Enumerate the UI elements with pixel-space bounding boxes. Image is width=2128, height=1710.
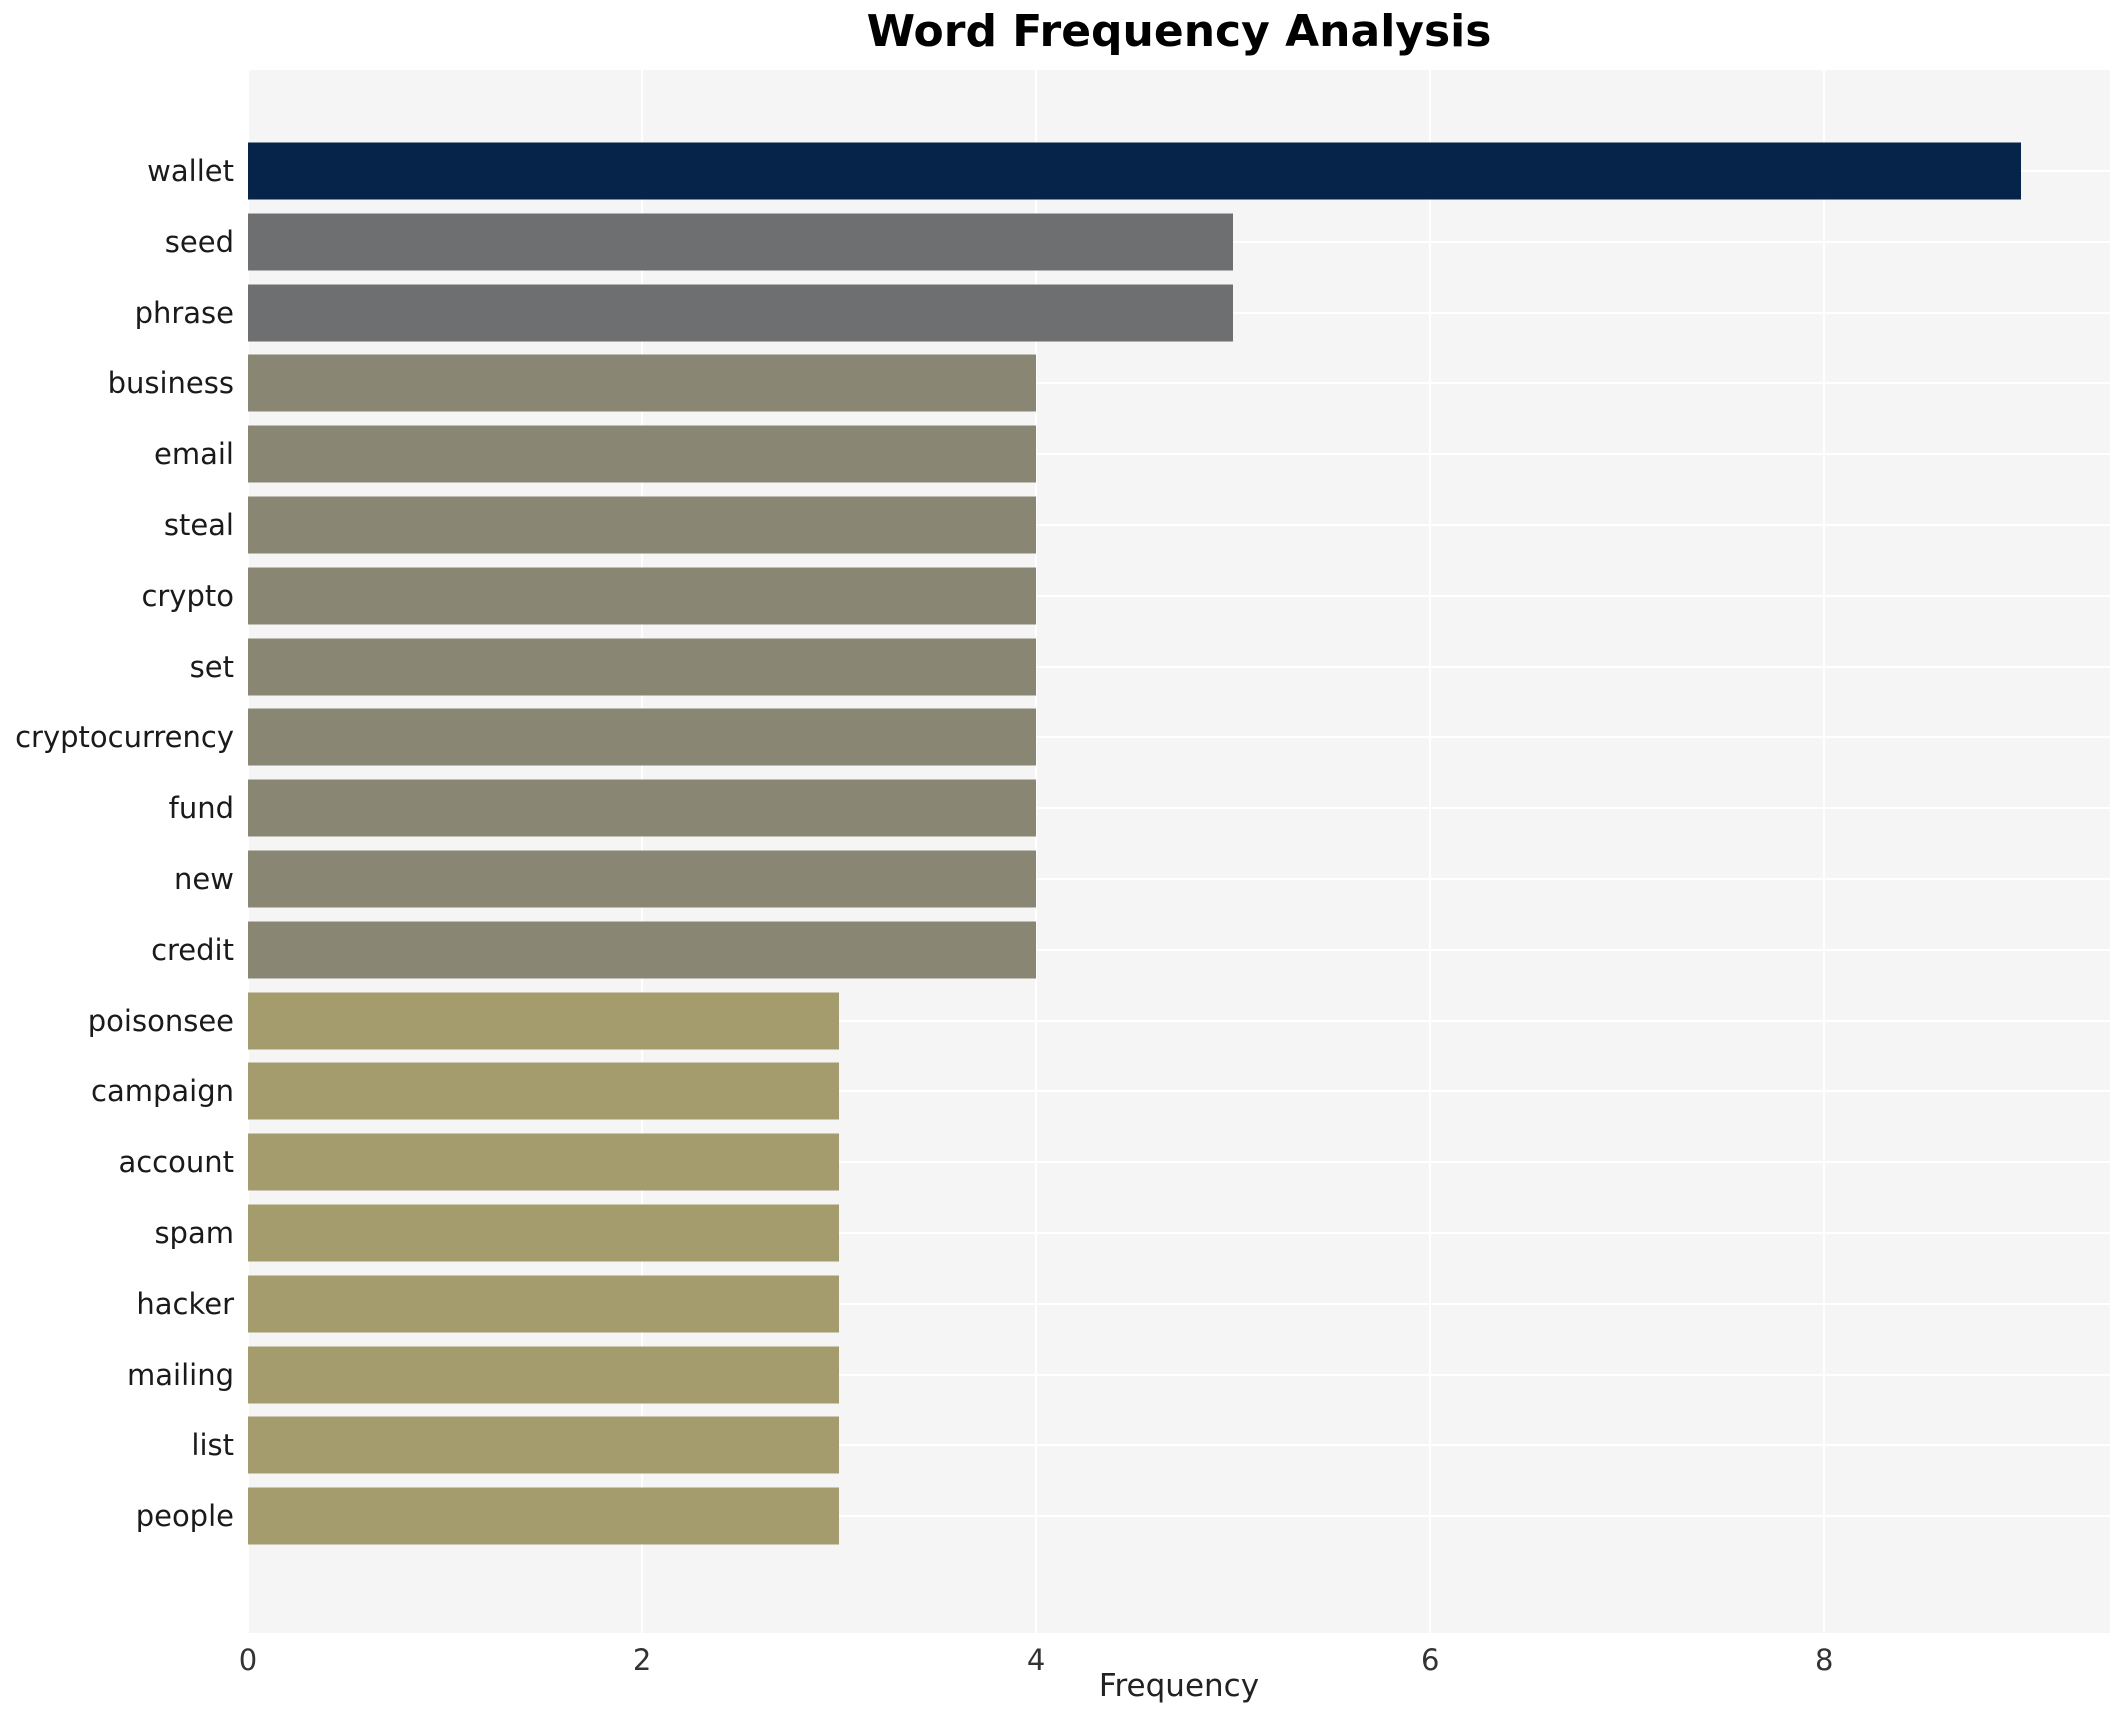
y-gridline xyxy=(248,736,2110,739)
bar-mailing xyxy=(248,1346,840,1404)
y-tick-label-credit: credit xyxy=(151,932,234,967)
y-tick-label-new: new xyxy=(174,862,234,896)
y-tick-label-fund: fund xyxy=(168,791,234,826)
x-gridline xyxy=(1823,70,1826,1633)
y-gridline xyxy=(248,948,2110,951)
bar-account xyxy=(248,1133,840,1191)
bar-wallet xyxy=(248,142,2022,200)
bar-email xyxy=(248,425,1037,483)
y-gridline xyxy=(248,1232,2110,1234)
y-gridline xyxy=(248,1090,2110,1093)
y-tick-label-campaign: campaign xyxy=(91,1074,234,1109)
bar-cryptocurrency xyxy=(248,708,1037,766)
bar-credit xyxy=(248,921,1037,979)
x-tick-label-6: 6 xyxy=(1420,1643,1440,1677)
y-tick-label-seed: seed xyxy=(164,224,234,259)
y-tick-label-set: set xyxy=(189,649,234,684)
y-gridline xyxy=(248,594,2110,597)
y-tick-label-email: email xyxy=(154,437,234,472)
y-tick-label-business: business xyxy=(107,366,234,401)
y-gridline xyxy=(248,1373,2110,1376)
bar-seed xyxy=(248,213,1234,271)
y-tick-label-hacker: hacker xyxy=(136,1286,234,1321)
y-gridline xyxy=(248,382,2110,385)
y-gridline xyxy=(248,1515,2110,1518)
y-gridline xyxy=(248,1302,2110,1305)
bar-phrase xyxy=(248,284,1234,342)
y-tick-label-cryptocurrency: cryptocurrency xyxy=(15,720,234,755)
bar-crypto xyxy=(248,567,1037,625)
bar-fund xyxy=(248,779,1037,837)
bar-set xyxy=(248,638,1037,696)
x-tick-label-8: 8 xyxy=(1815,1643,1834,1677)
x-tick-label-0: 0 xyxy=(238,1643,258,1677)
y-tick-label-people: people xyxy=(135,1499,234,1534)
bar-steal xyxy=(248,496,1037,554)
y-tick-label-phrase: phrase xyxy=(134,295,234,330)
bar-hacker xyxy=(248,1275,840,1333)
y-gridline xyxy=(248,878,2110,880)
y-tick-label-spam: spam xyxy=(154,1216,234,1250)
y-tick-label-poisonsee: poisonsee xyxy=(87,1003,234,1038)
y-tick-label-account: account xyxy=(118,1145,234,1180)
y-gridline xyxy=(248,1444,2110,1447)
x-tick-label-4: 4 xyxy=(1026,1643,1046,1677)
y-tick-label-crypto: crypto xyxy=(141,578,234,613)
y-tick-label-mailing: mailing xyxy=(127,1357,234,1392)
bar-business xyxy=(248,354,1037,412)
bar-campaign xyxy=(248,1062,840,1120)
x-gridline xyxy=(1429,70,1432,1633)
x-tick-label-2: 2 xyxy=(632,1643,652,1677)
y-gridline xyxy=(248,807,2110,810)
bar-list xyxy=(248,1416,840,1474)
y-tick-label-list: list xyxy=(191,1428,234,1463)
x-axis-label: Frequency xyxy=(1098,1668,1260,1704)
y-gridline xyxy=(248,524,2110,526)
bar-people xyxy=(248,1487,840,1545)
y-gridline xyxy=(248,665,2110,668)
chart-title: Word Frequency Analysis xyxy=(866,6,1492,57)
y-tick-label-steal: steal xyxy=(163,508,234,542)
y-axis-tick-labels: wallet seed phrase business email steal crypto… xyxy=(0,70,234,1633)
x-gridline xyxy=(1035,70,1038,1633)
bar-poisonsee xyxy=(248,992,840,1050)
y-gridline xyxy=(248,1161,2110,1164)
bar-spam xyxy=(248,1204,840,1262)
bar-new xyxy=(248,850,1037,908)
y-tick-label-wallet: wallet xyxy=(147,154,234,188)
plot-area xyxy=(247,70,2110,1633)
y-gridline xyxy=(248,1019,2110,1022)
y-gridline xyxy=(248,453,2110,456)
